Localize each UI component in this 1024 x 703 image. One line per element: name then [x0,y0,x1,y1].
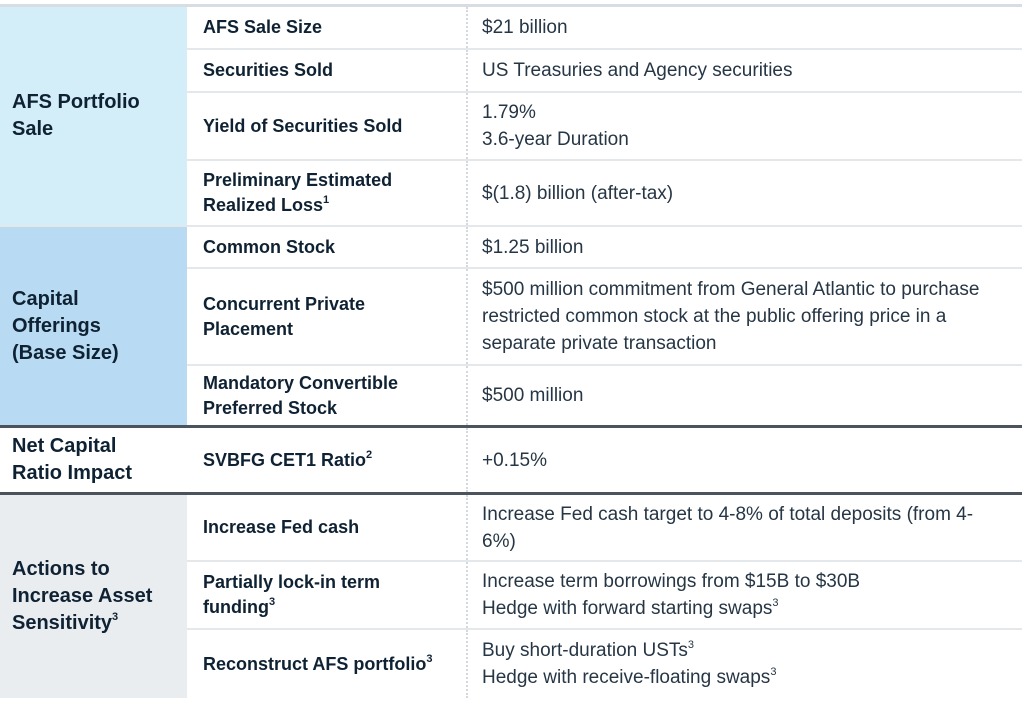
value-line: $(1.8) billion (after-tax) [482,182,674,204]
row-label: Yield of Securities Sold [187,93,468,159]
value-line: +0.15% [482,449,547,471]
value-line: $21 billion [482,17,568,38]
value-line: Increase Fed cash target to 4-8% of tota… [482,503,974,552]
category-label: Net Capital Ratio Impact [0,428,187,492]
section-asset-sensitivity: Actions to Increase Asset Sensitivity3 I… [0,492,1022,698]
row-value: $1.25 billion [468,227,1022,267]
value-line: $1.25 billion [482,236,584,258]
summary-table: AFS Portfolio Sale AFS Sale Size $21 bil… [0,4,1022,698]
table-row: Partially lock-in term funding3 Increase… [187,562,1022,630]
row-label: AFS Sale Size [187,7,468,48]
footnote-marker: 3 [112,611,119,624]
row-label: Increase Fed cash [187,495,468,560]
row-value: Increase term borrowings from $15B to $3… [468,562,1022,628]
table-row: Mandatory Convertible Preferred Stock $5… [187,366,1022,425]
row-label: Common Stock [187,227,468,267]
row-label: Preliminary Estimated Realized Loss1 [187,161,468,225]
table-row: SVBFG CET1 Ratio2 +0.15% [187,428,1022,492]
row-label-text: Partially lock-in term funding [203,572,381,617]
category-text: Capital Offerings (Base Size) [12,287,119,364]
category-text: Net Capital Ratio Impact [12,435,133,484]
section-rows: AFS Sale Size $21 billion Securities Sol… [187,7,1022,225]
row-label-text: Preliminary Estimated Realized Loss [203,170,393,215]
section-rows: Common Stock $1.25 billion Concurrent Pr… [187,227,1022,425]
category-text: Actions to Increase Asset Sensitivity [12,558,153,634]
row-label: Partially lock-in term funding3 [187,562,468,628]
value-line: US Treasuries and Agency securities [482,60,793,81]
value-line: Increase term borrowings from $15B to $3… [482,571,861,592]
footnote-marker: 3 [687,638,695,651]
row-label: Securities Sold [187,50,468,91]
row-value: $(1.8) billion (after-tax) [468,161,1022,225]
value-line: $500 million commitment from General Atl… [482,279,980,354]
value-line: Hedge with receive-floating swaps [482,667,771,688]
table-row: Preliminary Estimated Realized Loss1 $(1… [187,161,1022,225]
table-row: Concurrent Private Placement $500 millio… [187,269,1022,366]
row-label: Reconstruct AFS portfolio3 [187,630,468,698]
footnote-marker: 3 [770,665,777,678]
row-label-text: Common Stock [203,236,336,257]
row-label-text: Mandatory Convertible Preferred Stock [203,372,399,418]
row-label-text: Reconstruct AFS portfolio [203,653,427,674]
row-label-text: Securities Sold [203,60,334,80]
row-value: US Treasuries and Agency securities [468,50,1022,91]
section-afs-portfolio-sale: AFS Portfolio Sale AFS Sale Size $21 bil… [0,7,1022,225]
row-label-text: AFS Sale Size [203,17,323,37]
section-capital-offerings: Capital Offerings (Base Size) Common Sto… [0,225,1022,425]
table-row: Increase Fed cash Increase Fed cash targ… [187,495,1022,562]
row-label-text: Increase Fed cash [203,517,360,537]
footnote-marker: 1 [323,194,330,206]
row-label-text: Yield of Securities Sold [203,115,403,136]
section-net-capital-ratio: Net Capital Ratio Impact SVBFG CET1 Rati… [0,425,1022,492]
category-label: AFS Portfolio Sale [0,7,187,225]
footnote-marker: 3 [772,596,779,609]
section-rows: SVBFG CET1 Ratio2 +0.15% [187,428,1022,492]
value-line: $500 million [482,385,584,406]
row-label: SVBFG CET1 Ratio2 [187,428,468,492]
row-value: 1.79% 3.6-year Duration [468,93,1022,159]
row-value: $500 million [468,366,1022,425]
value-line: Hedge with forward starting swaps [482,598,773,619]
category-text: AFS Portfolio Sale [12,91,140,140]
row-label: Mandatory Convertible Preferred Stock [187,366,468,425]
value-line: 1.79% [482,102,536,123]
table-row: Reconstruct AFS portfolio3 Buy short-dur… [187,630,1022,698]
value-line: 3.6-year Duration [482,129,629,150]
value-line: Buy short-duration USTs [482,640,688,661]
row-value: Increase Fed cash target to 4-8% of tota… [468,495,1022,560]
row-label: Concurrent Private Placement [187,269,468,364]
row-label-text: Concurrent Private Placement [203,293,366,339]
row-label-text: SVBFG CET1 Ratio [203,449,367,470]
footnote-marker: 2 [366,448,373,461]
table-row: Securities Sold US Treasuries and Agency… [187,50,1022,93]
row-value: +0.15% [468,428,1022,492]
footnote-marker: 3 [268,596,276,608]
table-row: AFS Sale Size $21 billion [187,7,1022,50]
category-label: Capital Offerings (Base Size) [0,227,187,425]
table-row: Common Stock $1.25 billion [187,227,1022,269]
row-value: $21 billion [468,7,1022,48]
table-row: Yield of Securities Sold 1.79% 3.6-year … [187,93,1022,161]
section-rows: Increase Fed cash Increase Fed cash targ… [187,495,1022,698]
category-label: Actions to Increase Asset Sensitivity3 [0,495,187,698]
row-value: $500 million commitment from General Atl… [468,269,1022,364]
footnote-marker: 3 [426,652,433,665]
row-value: Buy short-duration USTs3 Hedge with rece… [468,630,1022,698]
